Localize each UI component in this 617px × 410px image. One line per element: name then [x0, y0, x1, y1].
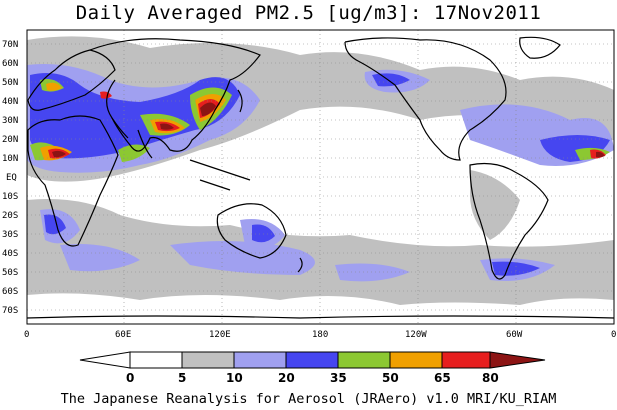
colorbar-tick: 5	[178, 371, 186, 385]
lat-label: 50N	[2, 78, 18, 88]
lat-label: 30N	[2, 116, 18, 126]
lon-label: 180	[312, 330, 328, 340]
colorbar-segment	[337, 351, 391, 369]
map-frame	[26, 29, 615, 325]
lon-label: 0	[611, 330, 616, 340]
lat-label: 30S	[2, 230, 18, 240]
coastlines	[27, 36, 614, 319]
lat-label: 70S	[2, 306, 18, 316]
colorbar-segment	[489, 351, 546, 369]
lat-label: 60S	[2, 287, 18, 297]
colorbar-tick: 0	[126, 371, 134, 385]
pm25-level-20-35	[30, 72, 610, 276]
lat-axis: 70N 60N 50N 40N 30N 20N 10N EQ 10S 20S 3…	[2, 40, 18, 316]
colorbar: 0 5 10 20 35 50 65 80	[79, 351, 546, 385]
colorbar-tick: 10	[226, 371, 243, 385]
colorbar-tick: 50	[382, 371, 399, 385]
lon-axis: 0 60E 120E 180 120W 60W 0	[24, 330, 616, 340]
colorbar-tick: 80	[482, 371, 499, 385]
lat-label: 40S	[2, 249, 18, 259]
lon-label: 120E	[209, 330, 231, 340]
lon-label: 60W	[506, 330, 523, 340]
colorbar-tick: 20	[278, 371, 295, 385]
colorbar-segment	[233, 351, 287, 369]
colorbar-tick: 65	[434, 371, 451, 385]
lat-label: 50S	[2, 268, 18, 278]
footer-credit: The Japanese Reanalysis for Aerosol (JRA…	[60, 391, 557, 407]
lat-label: 20N	[2, 135, 18, 145]
pm25-level-80-plus	[52, 102, 605, 158]
lat-label: EQ	[6, 173, 17, 183]
lat-label: 40N	[2, 97, 18, 107]
graticule	[27, 30, 614, 324]
colorbar-segment	[129, 351, 183, 369]
lat-label: 60N	[2, 59, 18, 69]
colorbar-segment	[285, 351, 339, 369]
lat-label: 10S	[2, 192, 18, 202]
lat-label: 10N	[2, 154, 18, 164]
lat-label: 20S	[2, 211, 18, 221]
lon-label: 0	[24, 330, 29, 340]
colorbar-segment	[181, 351, 235, 369]
colorbar-tick: 35	[330, 371, 347, 385]
colorbar-segment	[389, 351, 443, 369]
lon-label: 120W	[405, 330, 427, 340]
map-title: Daily Averaged PM2.5 [ug/m3]: 17Nov2011	[75, 2, 542, 24]
lat-label: 70N	[2, 40, 18, 50]
pm25-fields	[27, 30, 614, 324]
colorbar-segment	[441, 351, 491, 369]
colorbar-segment	[79, 351, 131, 369]
lon-label: 60E	[115, 330, 131, 340]
